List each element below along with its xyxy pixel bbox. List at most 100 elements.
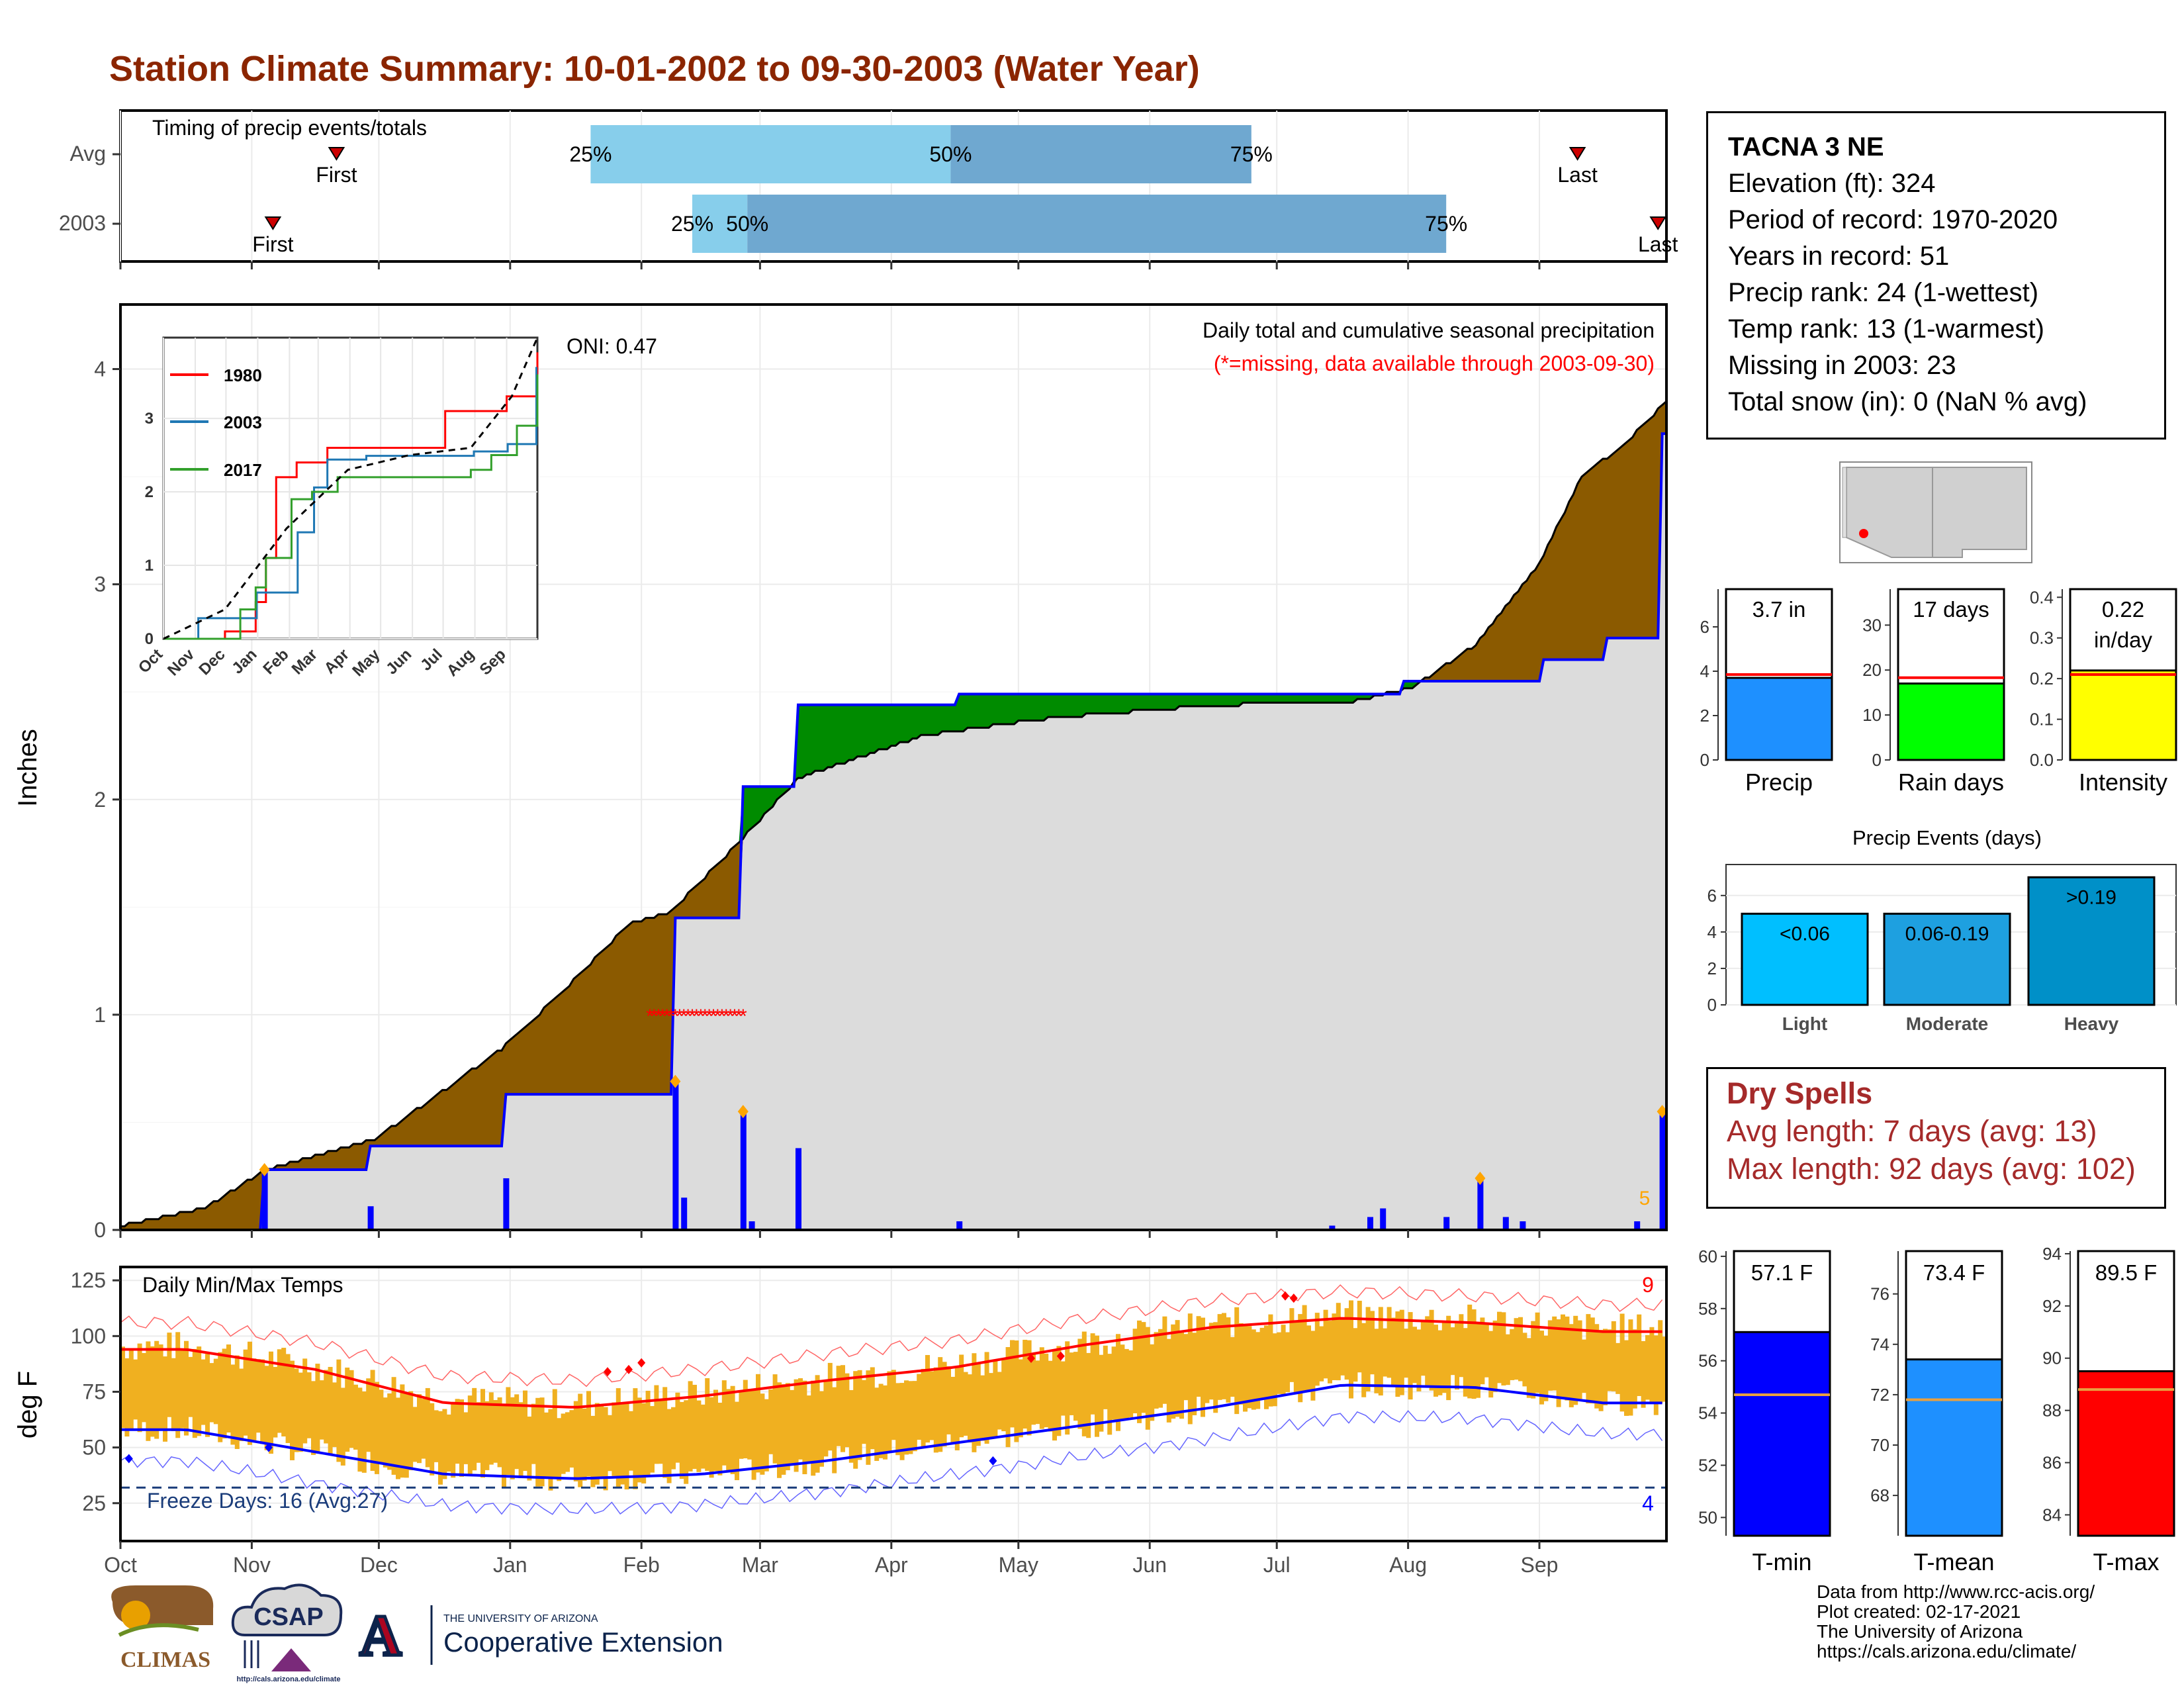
daily-temp-range-bar — [1090, 1333, 1095, 1415]
temp-y-tick-label: 50 — [82, 1436, 106, 1460]
events-bar-light — [1741, 912, 1869, 1006]
daily-temp-range-bar — [1073, 1352, 1078, 1421]
daily-temp-range-bar — [1370, 1311, 1375, 1375]
month-tick-label: May — [999, 1553, 1038, 1577]
daily-temp-range-bar — [1293, 1321, 1298, 1394]
precip-y-tick-label: 3 — [94, 573, 106, 596]
daily-temp-range-bar — [735, 1401, 739, 1481]
daily-temp-range-bar — [777, 1382, 782, 1478]
daily-temp-range-bar — [404, 1392, 409, 1478]
daily-temp-range-bar — [908, 1381, 913, 1454]
mini-value-label: 17 days — [1913, 597, 1989, 622]
timing-bar-25-50 — [692, 195, 748, 253]
daily-temp-range-bar — [823, 1380, 829, 1457]
daily-temp-range-bar — [946, 1366, 951, 1434]
footer-plot-created: Plot created: 02-17-2021 — [1817, 1601, 2021, 1622]
daily-temp-range-bar — [260, 1359, 265, 1444]
mini-y-tick-label: 6 — [1700, 617, 1709, 637]
missing-marker: * — [672, 1006, 680, 1027]
daily-temp-range-bar — [1374, 1329, 1379, 1393]
daily-temp-range-bar — [959, 1354, 964, 1438]
daily-temp-range-bar — [1069, 1352, 1074, 1415]
daily-temp-range-bar — [1510, 1329, 1515, 1380]
daily-temp-range-bar — [1522, 1333, 1527, 1387]
temp-y-tick-label: 75 — [82, 1380, 106, 1403]
daily-temp-range-bar — [294, 1368, 299, 1452]
daily-temp-range-bar — [1162, 1316, 1167, 1404]
daily-temp-range-bar — [1132, 1329, 1138, 1414]
daily-temp-range-bar — [1277, 1332, 1282, 1394]
daily-temp-range-bar — [620, 1403, 625, 1485]
daily-temp-range-bar — [1632, 1329, 1637, 1409]
daily-temp-range-bar — [573, 1401, 578, 1481]
daily-temp-range-bar — [917, 1374, 922, 1440]
timing-first-marker — [264, 216, 282, 230]
daily-temp-range-bar — [1463, 1328, 1468, 1397]
daily-temp-range-bar — [1056, 1346, 1062, 1436]
daily-temp-range-bar — [510, 1397, 515, 1479]
daily-temp-range-bar — [1238, 1323, 1244, 1405]
timing-label-50: 50% — [726, 212, 768, 236]
daily-precip-bar — [1634, 1221, 1641, 1230]
daily-temp-range-bar — [192, 1348, 197, 1438]
daily-temp-range-bar — [163, 1356, 167, 1442]
daily-temp-range-bar — [1641, 1340, 1646, 1408]
daily-temp-range-bar — [1328, 1321, 1332, 1383]
missing-marker: * — [709, 1006, 717, 1027]
daily-temp-range-bar — [1226, 1317, 1231, 1403]
missing-marker: * — [714, 1006, 722, 1027]
daily-temp-range-bar — [1543, 1335, 1549, 1401]
daily-temp-range-bar — [425, 1387, 430, 1468]
dry-spells-box: Dry Spells Avg length: 7 days (avg: 13) … — [1706, 1067, 2166, 1209]
daily-temp-range-bar — [912, 1381, 917, 1452]
events-bar-label: 0.06-0.19 — [1905, 923, 1989, 945]
station-name: TACNA 3 NE — [1728, 132, 1884, 162]
month-tick-label: Jun — [1132, 1553, 1167, 1577]
daily-temp-range-bar — [1302, 1305, 1307, 1391]
mini-y-tick-label: 0 — [1700, 750, 1709, 770]
daily-temp-range-bar — [523, 1390, 527, 1472]
precip-y-ticks: 0 1 2 3 4 — [94, 357, 120, 1242]
daily-temp-range-bar — [798, 1378, 803, 1460]
daily-temp-range-bar — [1035, 1360, 1040, 1425]
daily-temp-range-bar — [760, 1393, 765, 1475]
temp-summary-y-tick-label: 90 — [2042, 1348, 2062, 1368]
daily-temp-range-bar — [248, 1341, 252, 1445]
daily-temp-range-bar — [1247, 1326, 1252, 1409]
month-tick-label: Jan — [493, 1553, 527, 1577]
daily-temp-range-bar — [544, 1412, 549, 1477]
daily-temp-range-bar — [1285, 1332, 1290, 1393]
daily-temp-range-bar — [1222, 1313, 1226, 1399]
daily-temp-range-bar — [1526, 1338, 1531, 1398]
daily-temp-range-bar — [1603, 1329, 1608, 1405]
station-period: Period of record: 1970-2020 — [1728, 205, 2058, 234]
daily-temp-range-bar — [379, 1389, 384, 1464]
precip-event-marker — [670, 1074, 681, 1088]
daily-temp-range-bar — [832, 1387, 837, 1474]
daily-temp-range-bar — [120, 1346, 125, 1429]
daily-temp-range-bar — [1251, 1329, 1256, 1410]
daily-temp-range-bar — [891, 1370, 896, 1440]
daily-temp-range-bar — [899, 1383, 905, 1460]
temp-summary-category-label: T-max — [2093, 1548, 2159, 1575]
missing-marker: * — [697, 1006, 705, 1027]
temp-summary-value-label: 73.4 F — [1923, 1260, 1985, 1285]
daily-temp-range-bar — [1344, 1308, 1349, 1380]
daily-temp-range-bar — [1314, 1313, 1320, 1386]
record-high-marker — [1289, 1293, 1298, 1303]
timing-label-25: 25% — [569, 142, 612, 166]
daily-temp-range-bar — [340, 1387, 345, 1466]
temp-summary-y-tick-label: 50 — [1698, 1507, 1717, 1527]
daily-temp-range-bar — [612, 1402, 617, 1476]
daily-temp-range-bar — [1187, 1313, 1193, 1425]
daily-temp-range-bar — [421, 1399, 426, 1459]
daily-precip-bar — [749, 1221, 755, 1230]
mini-y-tick-label: 0.4 — [2030, 587, 2054, 607]
daily-temp-range-bar — [430, 1403, 435, 1476]
daily-temp-range-bar — [493, 1399, 498, 1463]
station-snow: Total snow (in): 0 (NaN % avg) — [1728, 387, 2087, 416]
daily-temp-range-bar — [1607, 1329, 1612, 1391]
daily-temp-range-bar — [1446, 1315, 1451, 1401]
daily-temp-range-bar — [1662, 1336, 1667, 1402]
daily-temp-range-bar — [679, 1401, 684, 1479]
